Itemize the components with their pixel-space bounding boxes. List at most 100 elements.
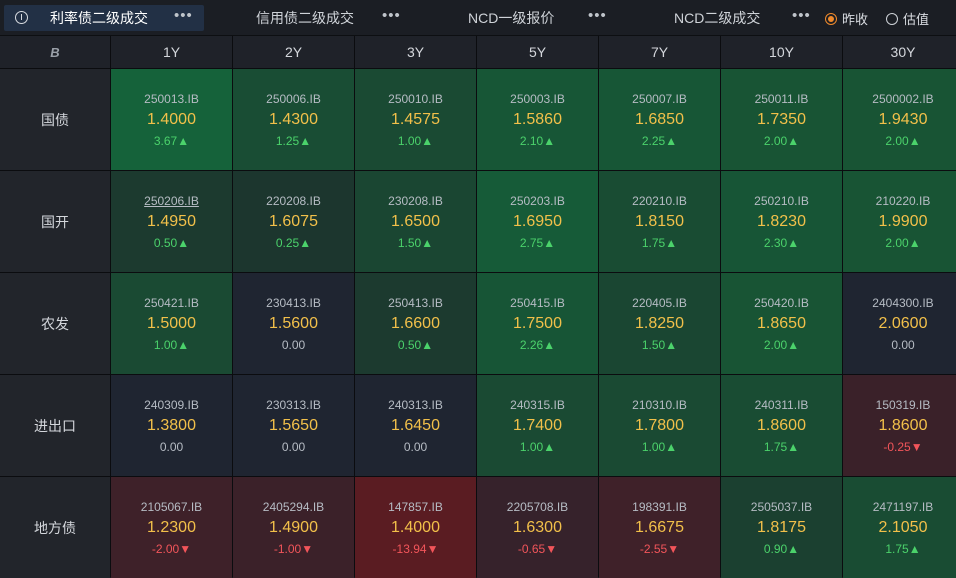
rate-cell[interactable]: 250415.IB 1.7500 2.26▲ [477,273,598,374]
yield-value: 1.6600 [391,314,440,332]
bond-code[interactable]: 250421.IB [144,295,199,310]
tab-credit-bond-secondary[interactable]: 信用债二级成交 ••• [240,5,410,31]
rate-cell[interactable]: 240309.IB 1.3800 0.00 [111,375,232,476]
more-icon[interactable]: ••• [174,7,193,24]
rate-cell[interactable]: 220208.IB 1.6075 0.25▲ [233,171,354,272]
rate-cell[interactable]: 2105067.IB 1.2300 -2.00▼ [111,477,232,578]
bond-code[interactable]: 2500002.IB [872,91,934,106]
bond-code[interactable]: 210310.IB [632,397,687,412]
bond-code[interactable]: 250203.IB [510,193,565,208]
bond-code[interactable]: 250003.IB [510,91,565,106]
column-header[interactable]: 2Y [233,36,354,68]
bond-code[interactable]: 250006.IB [266,91,321,106]
bond-code[interactable]: 240309.IB [144,397,199,412]
column-header[interactable]: 1Y [111,36,232,68]
rate-cell[interactable]: 250006.IB 1.4300 1.25▲ [233,69,354,170]
bond-code[interactable]: 240313.IB [388,397,443,412]
rate-cell[interactable]: 250003.IB 1.5860 2.10▲ [477,69,598,170]
yield-value: 1.8600 [757,416,806,434]
bond-code[interactable]: 2471197.IB [872,499,934,514]
rate-cell[interactable]: 230413.IB 1.5600 0.00 [233,273,354,374]
bond-code[interactable]: 2405294.IB [262,499,325,514]
rate-cell[interactable]: 250010.IB 1.4575 1.00▲ [355,69,476,170]
rate-cell[interactable]: 210310.IB 1.7800 1.00▲ [599,375,720,476]
bond-code[interactable]: 250011.IB [754,91,809,106]
bond-code[interactable]: 2404300.IB [872,295,934,310]
rate-cell[interactable]: 240315.IB 1.7400 1.00▲ [477,375,598,476]
bond-code[interactable]: 2505037.IB [750,499,813,514]
column-header[interactable]: 3Y [355,36,476,68]
radio-selected-icon[interactable] [825,12,837,25]
bond-code[interactable]: 250210.IB [754,193,809,208]
tab-label: 利率债二级成交 [50,10,148,26]
bond-code[interactable]: 240315.IB [510,397,565,412]
bond-code[interactable]: 147857.IB [388,499,443,514]
yield-value: 1.4900 [269,518,318,536]
column-header[interactable]: 5Y [477,36,598,68]
rate-cell[interactable]: 250210.IB 1.8230 2.30▲ [721,171,842,272]
change-bp: 0.00 [159,439,184,454]
bond-code[interactable]: 250013.IB [144,91,199,106]
bond-code[interactable]: 230208.IB [388,193,443,208]
column-header[interactable]: 10Y [721,36,842,68]
rate-cell[interactable]: 250413.IB 1.6600 0.50▲ [355,273,476,374]
tab-ncd-primary[interactable]: NCD一级报价 ••• [452,5,612,31]
rate-cell[interactable]: 250011.IB 1.7350 2.00▲ [721,69,842,170]
rate-cell[interactable]: 2205708.IB 1.6300 -0.65▼ [477,477,598,578]
rate-cell[interactable]: 147857.IB 1.4000 -13.94▼ [355,477,476,578]
bond-code[interactable]: 220208.IB [266,193,321,208]
bond-code[interactable]: 230313.IB [266,397,321,412]
rate-cell[interactable]: 2500002.IB 1.9430 2.00▲ [843,69,956,170]
bond-code[interactable]: 2205708.IB [506,499,569,514]
more-icon[interactable]: ••• [588,7,607,24]
bond-code[interactable]: 250413.IB [388,295,443,310]
rate-cell[interactable]: 250206.IB 1.4950 0.50▲ [111,171,232,272]
rate-cell[interactable]: 2471197.IB 2.1050 1.75▲ [843,477,956,578]
rate-cell[interactable]: 220210.IB 1.8150 1.75▲ [599,171,720,272]
change-bp: 1.50▲ [397,235,434,250]
bond-code[interactable]: 150319.IB [875,397,931,412]
yield-value: 1.5600 [269,314,318,332]
rate-cell[interactable]: 2405294.IB 1.4900 -1.00▼ [233,477,354,578]
bond-code[interactable]: 198391.IB [632,499,687,514]
rate-cell[interactable]: 240313.IB 1.6450 0.00 [355,375,476,476]
rate-cell[interactable]: 230208.IB 1.6500 1.50▲ [355,171,476,272]
radio-valuation[interactable]: 估值 [886,9,929,28]
rate-cell[interactable]: 150319.IB 1.8600 -0.25▼ [843,375,956,476]
bond-code[interactable]: 250007.IB [632,91,687,106]
radio-prev-close[interactable]: 昨收 [825,9,868,28]
bond-code[interactable]: 2105067.IB [140,499,203,514]
column-header[interactable]: 30Y [843,36,956,68]
bond-code[interactable]: 220210.IB [632,193,687,208]
bond-code[interactable]: 250420.IB [754,295,809,310]
change-bp: 1.25▲ [275,133,312,148]
bond-code[interactable]: 250206.IB [144,193,199,208]
tab-ncd-secondary[interactable]: NCD二级成交 ••• [660,5,820,31]
rate-cell[interactable]: 2404300.IB 2.0600 0.00 [843,273,956,374]
rate-cell[interactable]: 198391.IB 1.6675 -2.55▼ [599,477,720,578]
bond-code[interactable]: 240311.IB [754,397,809,412]
rate-cell[interactable]: 210220.IB 1.9900 2.00▲ [843,171,956,272]
bond-code[interactable]: 230413.IB [266,295,321,310]
bond-code[interactable]: 220405.IB [632,295,687,310]
rate-cell[interactable]: 250007.IB 1.6850 2.25▲ [599,69,720,170]
rate-cell[interactable]: 250420.IB 1.8650 2.00▲ [721,273,842,374]
rate-cell[interactable]: 230313.IB 1.5650 0.00 [233,375,354,476]
tab-rate-bond-secondary[interactable]: 利率债二级成交 ••• [4,5,204,31]
rate-cell[interactable]: 2505037.IB 1.8175 0.90▲ [721,477,842,578]
column-header[interactable]: 7Y [599,36,720,68]
bond-code[interactable]: 210220.IB [875,193,931,208]
rate-cell[interactable]: 240311.IB 1.8600 1.75▲ [721,375,842,476]
info-icon[interactable] [15,11,28,24]
rate-cell[interactable]: 250013.IB 1.4000 3.67▲ [111,69,232,170]
rate-cell[interactable]: 250203.IB 1.6950 2.75▲ [477,171,598,272]
more-icon[interactable]: ••• [382,7,401,24]
yield-value: 1.7350 [757,110,806,128]
rate-cell[interactable]: 250421.IB 1.5000 1.00▲ [111,273,232,374]
rate-cell[interactable]: 220405.IB 1.8250 1.50▲ [599,273,720,374]
bond-code[interactable]: 250010.IB [388,91,443,106]
more-icon[interactable]: ••• [792,7,811,24]
tab-label: 信用债二级成交 [256,10,354,26]
radio-unselected-icon[interactable] [886,12,898,25]
bond-code[interactable]: 250415.IB [510,295,565,310]
